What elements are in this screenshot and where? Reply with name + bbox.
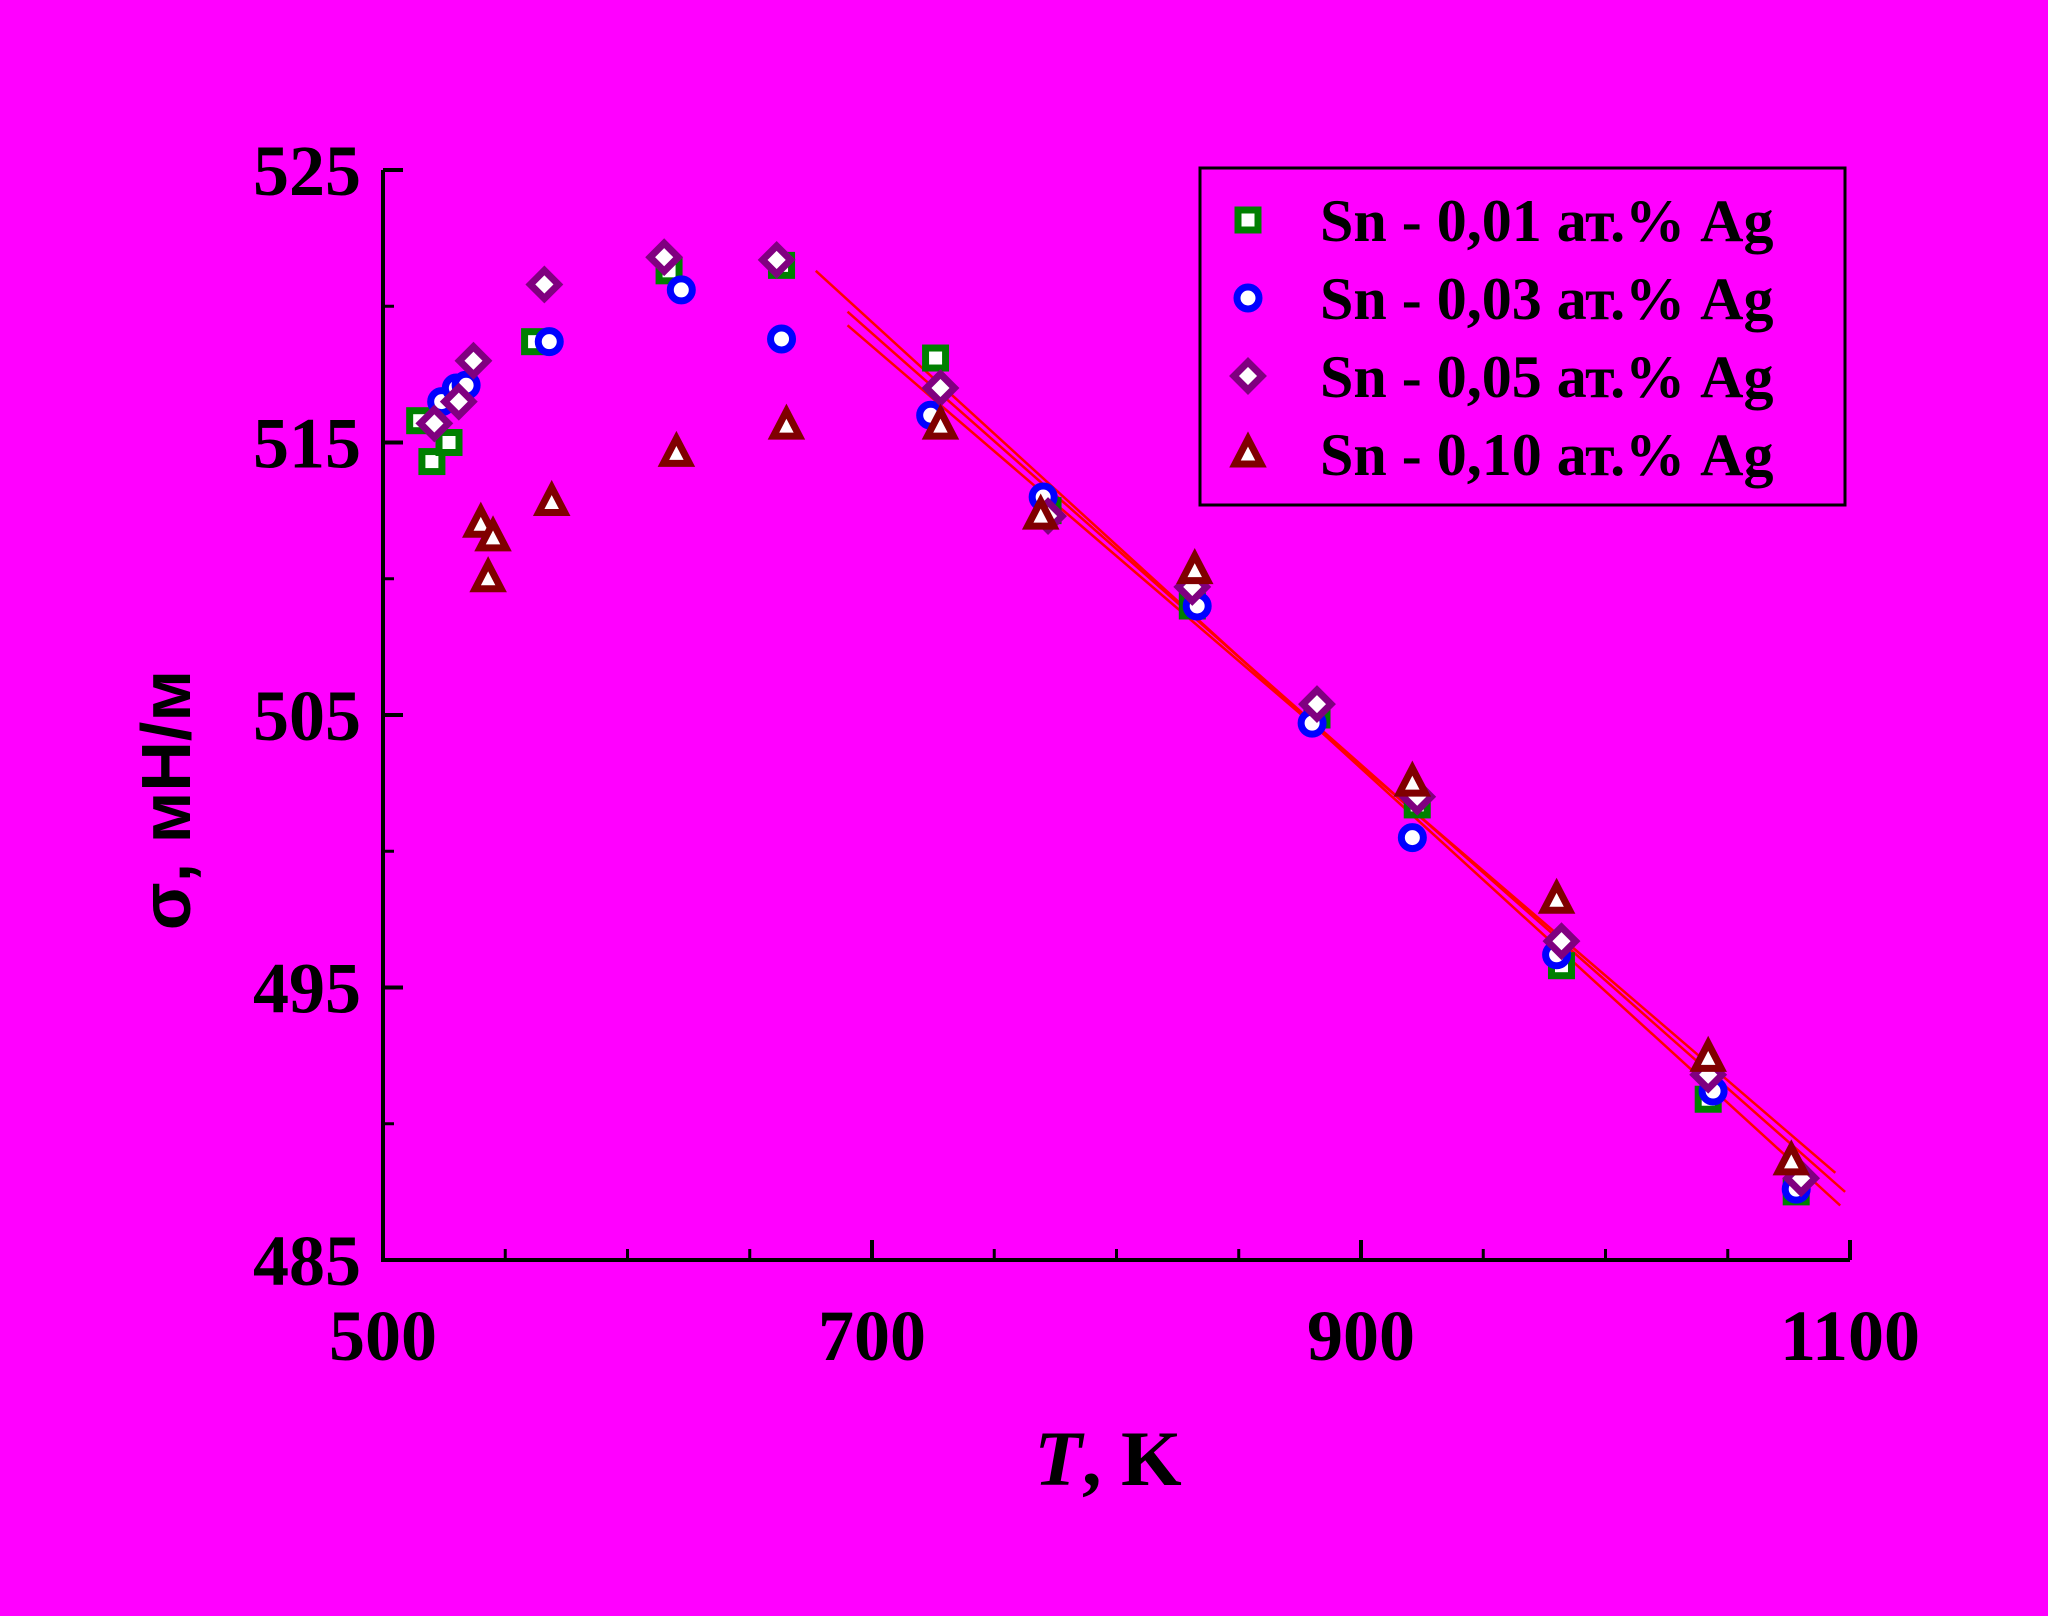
x-axis-title-variable: T xyxy=(1034,1415,1085,1502)
point-triangle xyxy=(1772,1139,1811,1176)
y-tick-label: 505 xyxy=(253,676,361,756)
point-diamond xyxy=(415,404,454,443)
y-tick-label: 485 xyxy=(253,1221,361,1301)
y-tick-label: 515 xyxy=(253,404,361,484)
point-circle xyxy=(534,327,564,357)
point-triangle xyxy=(921,403,960,440)
y-tick-label: 525 xyxy=(253,131,361,211)
data-points xyxy=(406,238,1821,1206)
point-triangle xyxy=(767,403,806,440)
point-square xyxy=(418,448,446,476)
fit-line-3 xyxy=(846,324,1837,1174)
point-triangle xyxy=(532,479,571,516)
point-diamond xyxy=(757,240,796,279)
point-triangle xyxy=(657,430,696,467)
legend-marker-circle xyxy=(1233,283,1263,313)
point-triangle xyxy=(469,556,507,593)
point-circle xyxy=(1397,823,1427,853)
y-axis-title: σ, мН/м xyxy=(127,670,205,930)
point-triangle xyxy=(474,515,512,552)
point-triangle xyxy=(1393,760,1432,797)
point-diamond xyxy=(645,238,684,277)
legend-label: Sn - 0,05 ат.% Ag xyxy=(1320,344,1773,410)
fit-lines xyxy=(814,269,1846,1207)
legend-label: Sn - 0,10 ат.% Ag xyxy=(1320,422,1773,488)
legend-marker-square xyxy=(1234,206,1262,234)
point-diamond xyxy=(454,341,493,380)
x-axis-title-unit: , K xyxy=(1082,1415,1182,1502)
x-tick-label: 1100 xyxy=(1780,1296,1920,1376)
point-square xyxy=(435,429,463,456)
x-axis-title: T, K xyxy=(1034,1415,1182,1502)
point-triangle xyxy=(1175,547,1214,585)
legend-box xyxy=(1198,166,1847,507)
point-diamond xyxy=(439,382,478,421)
point-circle xyxy=(666,275,696,305)
x-tick-label: 700 xyxy=(818,1296,926,1376)
axes: 500 700 900 1100 485 495 505 515 525 xyxy=(253,131,1920,1376)
legend-label: Sn - 0,01 ат.% Ag xyxy=(1320,188,1773,254)
y-tick-label: 495 xyxy=(253,949,361,1029)
point-diamond xyxy=(525,265,564,304)
point-circle xyxy=(767,324,797,354)
x-tick-label: 900 xyxy=(1307,1296,1415,1376)
legend-marker-triangle xyxy=(1229,431,1267,468)
legend-label: Sn - 0,03 ат.% Ag xyxy=(1320,266,1773,332)
x-tick-label: 500 xyxy=(329,1296,437,1376)
point-square xyxy=(922,344,950,372)
legend-marker-diamond xyxy=(1229,357,1267,395)
legend: Sn - 0,01 ат.% Ag Sn - 0,03 ат.% Ag Sn - 0… xyxy=(1198,166,1847,507)
point-triangle xyxy=(1537,877,1576,914)
point-triangle xyxy=(1689,1035,1727,1072)
point-triangle xyxy=(1021,493,1060,530)
point-diamond xyxy=(1542,922,1581,961)
point-diamond xyxy=(1298,685,1336,724)
point-diamond xyxy=(921,369,960,407)
